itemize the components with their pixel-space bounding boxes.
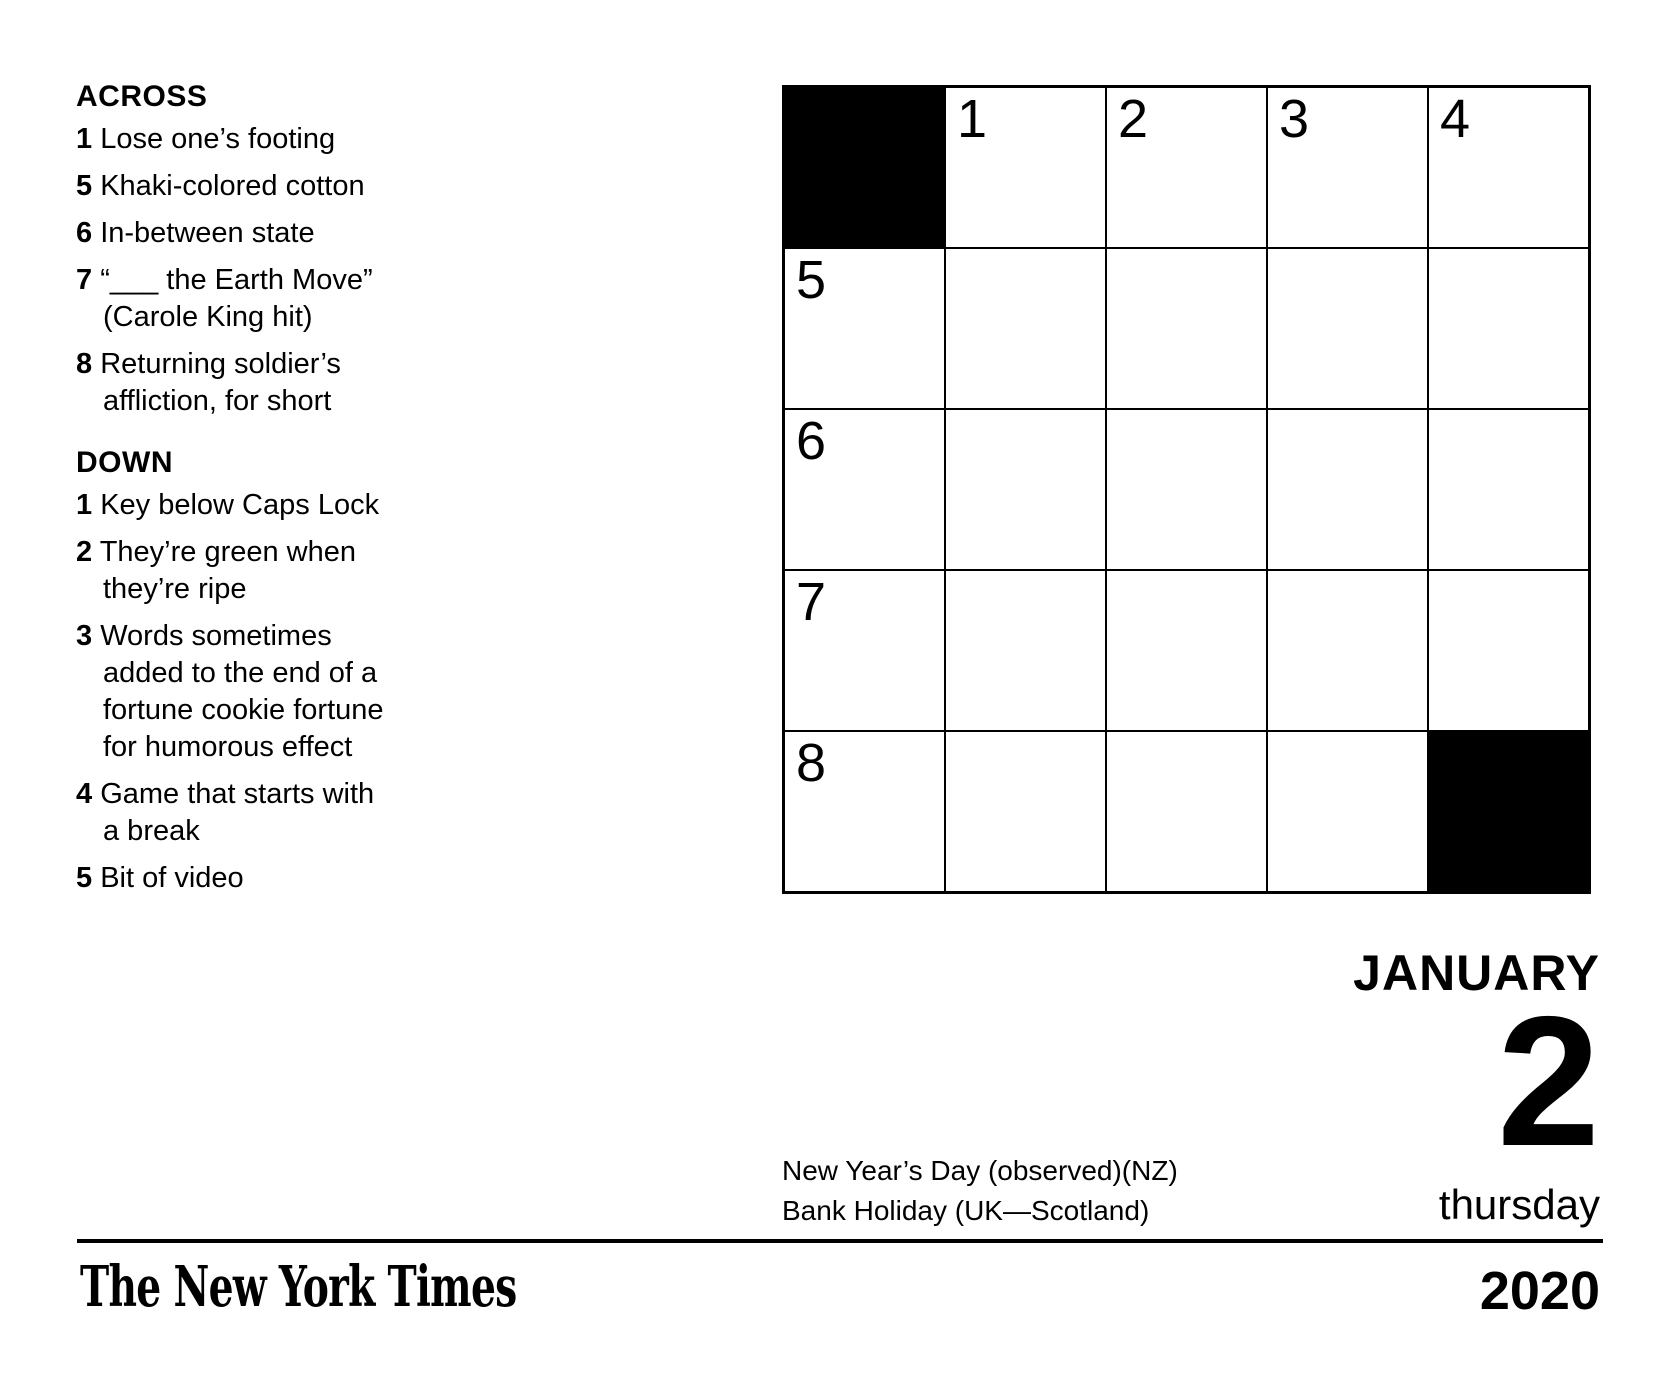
across-heading: ACROSS <box>76 80 208 113</box>
clue-down-1: 1 Key below Caps Lock <box>76 487 726 524</box>
grid-cell[interactable] <box>1429 571 1588 730</box>
nyt-logo: The New York Times <box>80 1254 517 1320</box>
cell-number: 8 <box>796 733 827 793</box>
clue-number: 3 <box>76 620 93 652</box>
clue-number: 1 <box>76 489 93 521</box>
clue-number: 4 <box>76 778 93 810</box>
grid-cell[interactable] <box>1429 249 1588 408</box>
grid-cell[interactable] <box>1429 410 1588 569</box>
clue-number: 5 <box>76 170 93 202</box>
clue-across-6: 6 In-between state <box>76 215 726 252</box>
grid-cell[interactable] <box>1107 732 1266 891</box>
cell-number: 2 <box>1118 89 1149 149</box>
holiday-notes: New Year’s Day (observed)(NZ) Bank Holid… <box>782 1151 1178 1231</box>
weekday-label: thursday <box>1438 1181 1600 1228</box>
holiday-line-2: Bank Holiday (UK—Scotland) <box>782 1195 1150 1226</box>
clue-down-4: 4 Game that starts with a break <box>76 776 726 850</box>
grid-cell[interactable] <box>946 249 1105 408</box>
cell-number: 5 <box>796 250 827 310</box>
clue-number: 2 <box>76 536 93 568</box>
month-label: JANUARY <box>1353 945 1600 1001</box>
across-clue-list: 1 Lose one’s footing 5 Khaki-colored cot… <box>76 121 726 420</box>
grid-cell[interactable]: 3 <box>1268 88 1427 247</box>
cell-number: 3 <box>1279 89 1310 149</box>
grid-cell-black <box>1429 732 1588 891</box>
clue-text: Returning soldier’s affliction, for shor… <box>100 348 341 417</box>
cell-number: 6 <box>796 411 827 471</box>
clue-across-7: 7 “___ the Earth Move” (Carole King hit) <box>76 262 726 336</box>
grid-cell-black <box>785 88 944 247</box>
grid-cell[interactable]: 1 <box>946 88 1105 247</box>
clues-panel: ACROSS 1 Lose one’s footing 5 Khaki-colo… <box>76 78 726 897</box>
grid-cell[interactable]: 2 <box>1107 88 1266 247</box>
grid-cell[interactable] <box>1268 732 1427 891</box>
cell-number: 7 <box>796 572 827 632</box>
grid-cell[interactable] <box>946 732 1105 891</box>
clue-text: Bit of video <box>100 862 244 894</box>
footer-rule <box>77 1239 1603 1243</box>
clue-number: 1 <box>76 123 93 155</box>
down-clue-list: 1 Key below Caps Lock 2 They’re green wh… <box>76 487 726 897</box>
clue-across-5: 5 Khaki-colored cotton <box>76 168 726 205</box>
clue-number: 7 <box>76 264 93 296</box>
grid-cell[interactable]: 6 <box>785 410 944 569</box>
across-section: ACROSS 1 Lose one’s footing 5 Khaki-colo… <box>76 78 726 420</box>
clue-down-5: 5 Bit of video <box>76 860 726 897</box>
clue-text: Lose one’s footing <box>100 123 336 155</box>
clue-text: Khaki-colored cotton <box>100 170 365 202</box>
clue-text: Key below Caps Lock <box>100 489 380 521</box>
grid-cell[interactable] <box>946 571 1105 730</box>
clue-text: Game that starts with a break <box>100 778 375 847</box>
grid-cell[interactable] <box>1268 249 1427 408</box>
clue-down-3: 3 Words sometimes added to the end of a … <box>76 618 726 766</box>
grid-cell[interactable]: 8 <box>785 732 944 891</box>
grid-cell[interactable]: 4 <box>1429 88 1588 247</box>
clue-text: In-between state <box>100 217 315 249</box>
clue-down-2: 2 They’re green when they’re ripe <box>76 534 726 608</box>
grid-cell[interactable] <box>946 410 1105 569</box>
grid-cell[interactable]: 5 <box>785 249 944 408</box>
clue-text: Words sometimes added to the end of a fo… <box>100 620 384 763</box>
grid-cell[interactable]: 7 <box>785 571 944 730</box>
clue-across-8: 8 Returning soldier’s affliction, for sh… <box>76 346 726 420</box>
grid-cell[interactable] <box>1268 410 1427 569</box>
clue-text: They’re green when they’re ripe <box>99 536 357 605</box>
grid-cell[interactable] <box>1268 571 1427 730</box>
down-section: DOWN 1 Key below Caps Lock 2 They’re gre… <box>76 444 726 897</box>
grid-cell[interactable] <box>1107 571 1266 730</box>
year-label: 2020 <box>1479 1261 1600 1321</box>
clue-number: 5 <box>76 862 93 894</box>
clue-number: 8 <box>76 348 93 380</box>
clue-across-1: 1 Lose one’s footing <box>76 121 726 158</box>
cell-number: 1 <box>957 89 988 149</box>
grid-cell[interactable] <box>1107 249 1266 408</box>
day-number: 2 <box>1497 979 1600 1185</box>
cell-number: 4 <box>1440 89 1471 149</box>
down-heading: DOWN <box>76 446 173 479</box>
clue-text: “___ the Earth Move” (Carole King hit) <box>100 264 373 333</box>
crossword-grid: 1 2 3 4 5 6 7 8 <box>782 85 1591 894</box>
holiday-line-1: New Year’s Day (observed)(NZ) <box>782 1155 1178 1186</box>
grid-cell[interactable] <box>1107 410 1266 569</box>
clue-number: 6 <box>76 217 93 249</box>
